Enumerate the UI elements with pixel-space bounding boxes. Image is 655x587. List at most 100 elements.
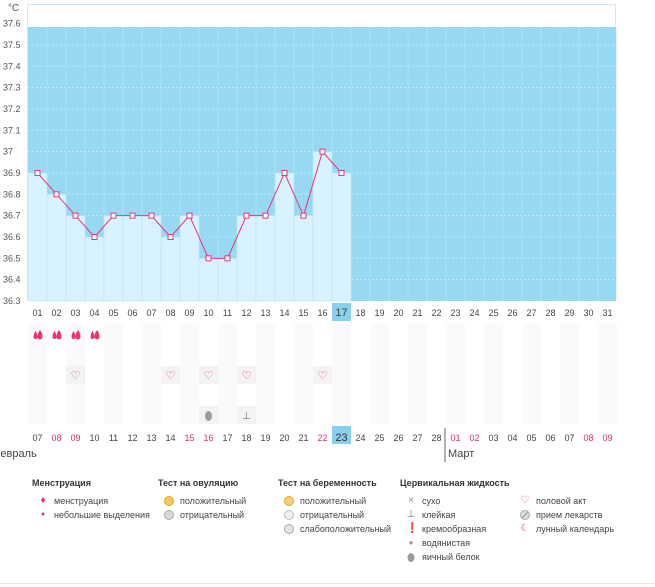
symbol-cell (180, 324, 199, 344)
y-tick-label: 37.6 (3, 19, 21, 29)
symbol-cell (351, 384, 370, 404)
symbol-cell (123, 344, 142, 364)
date-label: 14 (165, 433, 175, 443)
symbol-cell (351, 324, 370, 344)
temperature-bar (274, 172, 295, 302)
heart-cell (237, 366, 256, 384)
symbol-cell (123, 364, 142, 384)
temperature-point (319, 148, 326, 155)
temperature-bar (65, 215, 86, 302)
temperature-point (91, 234, 98, 241)
legend-item: отрицательный (278, 508, 391, 522)
date-label: 04 (507, 433, 517, 443)
y-tick-label: 37.3 (3, 83, 21, 93)
cycle-day-label: 30 (583, 308, 593, 318)
symbol-cell (66, 384, 85, 404)
date-label: 13 (146, 433, 156, 443)
heart-cell (199, 366, 218, 384)
creamy-icon: ❗ (406, 523, 419, 534)
temperature-bar (160, 236, 181, 302)
legend-label: отрицательный (180, 510, 245, 520)
symbol-cell (161, 324, 180, 344)
legend-item: положительный (278, 494, 391, 508)
symbol-cell (579, 364, 598, 384)
symbol-cell (47, 404, 66, 424)
temperature-bar (217, 258, 238, 302)
date-label: 10 (89, 433, 99, 443)
symbol-cell (389, 384, 408, 404)
symbol-cell (598, 344, 617, 364)
symbol-cell (237, 344, 256, 364)
temperature-bar (293, 215, 314, 302)
symbol-cell (104, 364, 123, 384)
symbol-cell (370, 364, 389, 384)
symbol-cell (541, 404, 560, 424)
symbol-cell (199, 384, 218, 404)
menstruation-drop-icon (90, 330, 100, 340)
y-tick-label: 37 (3, 147, 13, 157)
temperature-point (129, 212, 136, 219)
cycle-day-label: 02 (51, 308, 61, 318)
symbol-cell (142, 364, 161, 384)
symbol-cell (85, 324, 104, 344)
symbol-cell (560, 324, 579, 344)
legend-label: отрицательный (300, 510, 365, 520)
cycle-day-label: 21 (412, 308, 422, 318)
symbol-cell (579, 404, 598, 424)
date-label: 06 (545, 433, 555, 443)
symbol-cell (85, 384, 104, 404)
symbol-cell (28, 364, 47, 384)
drop-small-icon: ● (40, 511, 46, 518)
symbol-rows: ♡ ♡ ♡ ♡ ♡ ⊥ (28, 324, 617, 444)
symbol-cell (28, 404, 47, 424)
symbol-cell (142, 404, 161, 424)
temperature-point (53, 191, 60, 198)
heart-icon: ♡ (520, 495, 530, 506)
date-label: 08 (583, 433, 593, 443)
symbol-cell (465, 324, 484, 344)
symbol-cell (389, 324, 408, 344)
symbol-cell (427, 324, 446, 344)
symbol-cell (427, 344, 446, 364)
cycle-day-label: 10 (203, 308, 213, 318)
date-label: 24 (355, 433, 365, 443)
pregnancy-positive-icon (284, 496, 294, 506)
menstruation-drop-icon (71, 330, 81, 340)
y-tick-label: 36.8 (3, 189, 21, 199)
symbol-cell (446, 404, 465, 424)
symbol-cell (598, 364, 617, 384)
temperature-point (300, 212, 307, 219)
symbol-cell (275, 324, 294, 344)
month-label: Февраль (0, 448, 37, 460)
pregnancy-negative-icon (284, 510, 294, 520)
symbol-cell (503, 344, 522, 364)
pregnancy-weak-icon (284, 524, 294, 534)
symbol-cell (218, 404, 237, 424)
y-axis-ticks: 36.3 36.4 36.5 36.6 36.7 36.8 36.9 37 37.1 37.2 37… (3, 19, 21, 306)
y-tick-label: 37.1 (3, 125, 21, 135)
date-label: 11 (109, 433, 118, 443)
date-label: 12 (127, 433, 137, 443)
date-label: 07 (564, 433, 574, 443)
symbol-cell (294, 344, 313, 364)
symbol-cell (218, 324, 237, 344)
symbol-cell (256, 384, 275, 404)
heart-cell (66, 366, 85, 384)
ovulation-positive-icon (164, 496, 174, 506)
symbol-cell (142, 344, 161, 364)
legend-ovulation: Тест на овуляцию положительный отрицател… (158, 478, 246, 522)
cycle-day-label: 24 (469, 308, 479, 318)
legend-title: Менструация (32, 478, 91, 488)
month-labels: Февраль Март (0, 428, 474, 462)
symbol-cell (218, 384, 237, 404)
date-label: 26 (393, 433, 403, 443)
cycle-day-label: 22 (431, 308, 441, 318)
symbol-cell (465, 384, 484, 404)
date-label: 16 (203, 433, 213, 443)
symbol-cell (522, 364, 541, 384)
y-tick-label: 36.3 (3, 296, 21, 306)
symbol-cell (560, 364, 579, 384)
cycle-day-label: 19 (374, 308, 384, 318)
symbol-cell (28, 384, 47, 404)
symbol-cell (294, 364, 313, 384)
